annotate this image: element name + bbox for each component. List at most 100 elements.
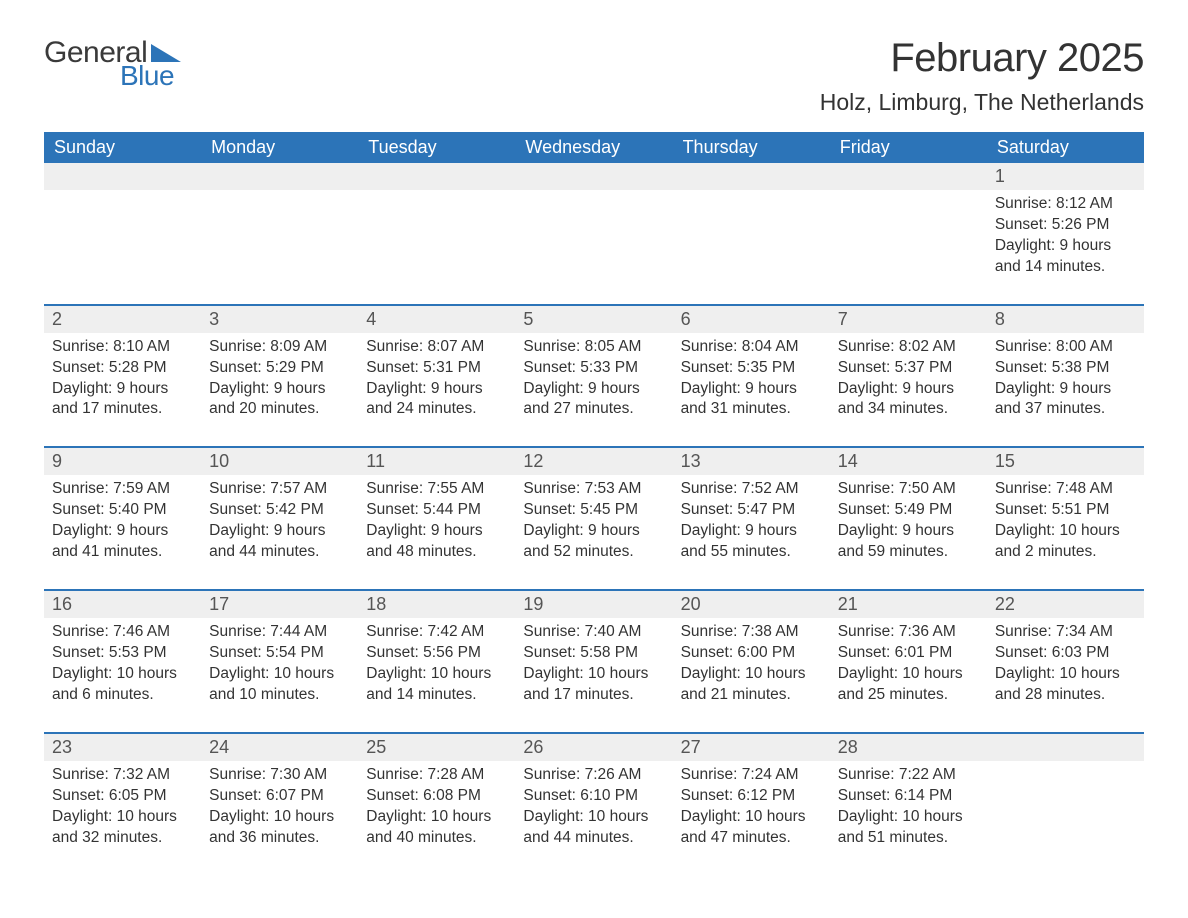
calendar-cell [830,163,987,305]
day-number: 4 [358,306,515,333]
location-subtitle: Holz, Limburg, The Netherlands [820,89,1144,116]
calendar-cell [515,163,672,305]
sunset-text: Sunset: 5:53 PM [52,643,193,664]
daylight-text: Daylight: 9 hours and 24 minutes. [366,379,507,421]
logo-word-blue: Blue [120,60,181,92]
day-number [673,163,830,190]
calendar-cell: 16Sunrise: 7:46 AMSunset: 5:53 PMDayligh… [44,590,201,733]
day-details: Sunrise: 7:48 AMSunset: 5:51 PMDaylight:… [987,475,1144,589]
day-details [987,761,1144,857]
sunrise-text: Sunrise: 8:12 AM [995,194,1136,215]
daylight-text: Daylight: 9 hours and 34 minutes. [838,379,979,421]
day-number: 17 [201,591,358,618]
calendar-cell: 6Sunrise: 8:04 AMSunset: 5:35 PMDaylight… [673,305,830,448]
day-number: 2 [44,306,201,333]
sunset-text: Sunset: 5:49 PM [838,500,979,521]
daylight-text: Daylight: 10 hours and 2 minutes. [995,521,1136,563]
sunrise-text: Sunrise: 7:32 AM [52,765,193,786]
calendar-week-row: 16Sunrise: 7:46 AMSunset: 5:53 PMDayligh… [44,590,1144,733]
day-details: Sunrise: 8:07 AMSunset: 5:31 PMDaylight:… [358,333,515,447]
sunrise-text: Sunrise: 7:26 AM [523,765,664,786]
sunset-text: Sunset: 5:45 PM [523,500,664,521]
calendar-week-row: 1Sunrise: 8:12 AMSunset: 5:26 PMDaylight… [44,163,1144,305]
day-number: 20 [673,591,830,618]
day-details [358,190,515,286]
sunset-text: Sunset: 5:37 PM [838,358,979,379]
day-details [515,190,672,286]
calendar-cell: 12Sunrise: 7:53 AMSunset: 5:45 PMDayligh… [515,447,672,590]
sunrise-text: Sunrise: 7:50 AM [838,479,979,500]
day-details: Sunrise: 7:53 AMSunset: 5:45 PMDaylight:… [515,475,672,589]
day-number [987,734,1144,761]
sunrise-text: Sunrise: 7:38 AM [681,622,822,643]
sunset-text: Sunset: 5:38 PM [995,358,1136,379]
day-details: Sunrise: 7:24 AMSunset: 6:12 PMDaylight:… [673,761,830,875]
daylight-text: Daylight: 9 hours and 27 minutes. [523,379,664,421]
day-header: Monday [201,132,358,163]
sunset-text: Sunset: 5:51 PM [995,500,1136,521]
sunset-text: Sunset: 6:12 PM [681,786,822,807]
sunset-text: Sunset: 5:44 PM [366,500,507,521]
day-number: 7 [830,306,987,333]
calendar-cell: 22Sunrise: 7:34 AMSunset: 6:03 PMDayligh… [987,590,1144,733]
daylight-text: Daylight: 10 hours and 28 minutes. [995,664,1136,706]
daylight-text: Daylight: 10 hours and 36 minutes. [209,807,350,849]
logo: General Blue [44,36,181,92]
calendar-cell [44,163,201,305]
sunrise-text: Sunrise: 7:55 AM [366,479,507,500]
day-number: 3 [201,306,358,333]
day-details: Sunrise: 7:52 AMSunset: 5:47 PMDaylight:… [673,475,830,589]
daylight-text: Daylight: 10 hours and 32 minutes. [52,807,193,849]
calendar-cell: 10Sunrise: 7:57 AMSunset: 5:42 PMDayligh… [201,447,358,590]
day-details: Sunrise: 7:38 AMSunset: 6:00 PMDaylight:… [673,618,830,732]
sunrise-text: Sunrise: 7:24 AM [681,765,822,786]
sunrise-text: Sunrise: 7:44 AM [209,622,350,643]
day-details: Sunrise: 7:30 AMSunset: 6:07 PMDaylight:… [201,761,358,875]
sunrise-text: Sunrise: 7:36 AM [838,622,979,643]
day-number: 25 [358,734,515,761]
daylight-text: Daylight: 9 hours and 37 minutes. [995,379,1136,421]
daylight-text: Daylight: 9 hours and 41 minutes. [52,521,193,563]
sunrise-text: Sunrise: 7:28 AM [366,765,507,786]
day-number: 24 [201,734,358,761]
sunrise-text: Sunrise: 8:07 AM [366,337,507,358]
sunset-text: Sunset: 6:03 PM [995,643,1136,664]
calendar-cell: 19Sunrise: 7:40 AMSunset: 5:58 PMDayligh… [515,590,672,733]
day-number: 15 [987,448,1144,475]
daylight-text: Daylight: 10 hours and 14 minutes. [366,664,507,706]
day-details: Sunrise: 7:26 AMSunset: 6:10 PMDaylight:… [515,761,672,875]
sunset-text: Sunset: 5:31 PM [366,358,507,379]
day-details: Sunrise: 7:22 AMSunset: 6:14 PMDaylight:… [830,761,987,875]
daylight-text: Daylight: 10 hours and 47 minutes. [681,807,822,849]
daylight-text: Daylight: 9 hours and 17 minutes. [52,379,193,421]
day-details: Sunrise: 8:02 AMSunset: 5:37 PMDaylight:… [830,333,987,447]
daylight-text: Daylight: 9 hours and 20 minutes. [209,379,350,421]
calendar-cell: 28Sunrise: 7:22 AMSunset: 6:14 PMDayligh… [830,733,987,875]
daylight-text: Daylight: 10 hours and 25 minutes. [838,664,979,706]
daylight-text: Daylight: 9 hours and 14 minutes. [995,236,1136,278]
day-details: Sunrise: 7:32 AMSunset: 6:05 PMDaylight:… [44,761,201,875]
day-details: Sunrise: 7:36 AMSunset: 6:01 PMDaylight:… [830,618,987,732]
sunrise-text: Sunrise: 8:10 AM [52,337,193,358]
day-number: 9 [44,448,201,475]
sunset-text: Sunset: 5:40 PM [52,500,193,521]
calendar-cell: 25Sunrise: 7:28 AMSunset: 6:08 PMDayligh… [358,733,515,875]
sunset-text: Sunset: 5:47 PM [681,500,822,521]
sunrise-text: Sunrise: 7:48 AM [995,479,1136,500]
sunset-text: Sunset: 5:56 PM [366,643,507,664]
day-number: 18 [358,591,515,618]
daylight-text: Daylight: 9 hours and 52 minutes. [523,521,664,563]
daylight-text: Daylight: 10 hours and 10 minutes. [209,664,350,706]
calendar-cell: 23Sunrise: 7:32 AMSunset: 6:05 PMDayligh… [44,733,201,875]
sunset-text: Sunset: 5:35 PM [681,358,822,379]
day-number: 27 [673,734,830,761]
daylight-text: Daylight: 10 hours and 40 minutes. [366,807,507,849]
daylight-text: Daylight: 10 hours and 51 minutes. [838,807,979,849]
sunrise-text: Sunrise: 7:57 AM [209,479,350,500]
sunrise-text: Sunrise: 8:04 AM [681,337,822,358]
calendar-table: Sunday Monday Tuesday Wednesday Thursday… [44,132,1144,874]
day-number [830,163,987,190]
day-details: Sunrise: 7:40 AMSunset: 5:58 PMDaylight:… [515,618,672,732]
day-details: Sunrise: 8:00 AMSunset: 5:38 PMDaylight:… [987,333,1144,447]
day-header: Friday [830,132,987,163]
